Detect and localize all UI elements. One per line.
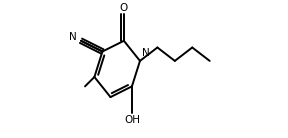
Text: N: N	[69, 32, 77, 42]
Text: O: O	[120, 3, 128, 13]
Text: N: N	[142, 48, 150, 58]
Text: OH: OH	[124, 115, 140, 124]
